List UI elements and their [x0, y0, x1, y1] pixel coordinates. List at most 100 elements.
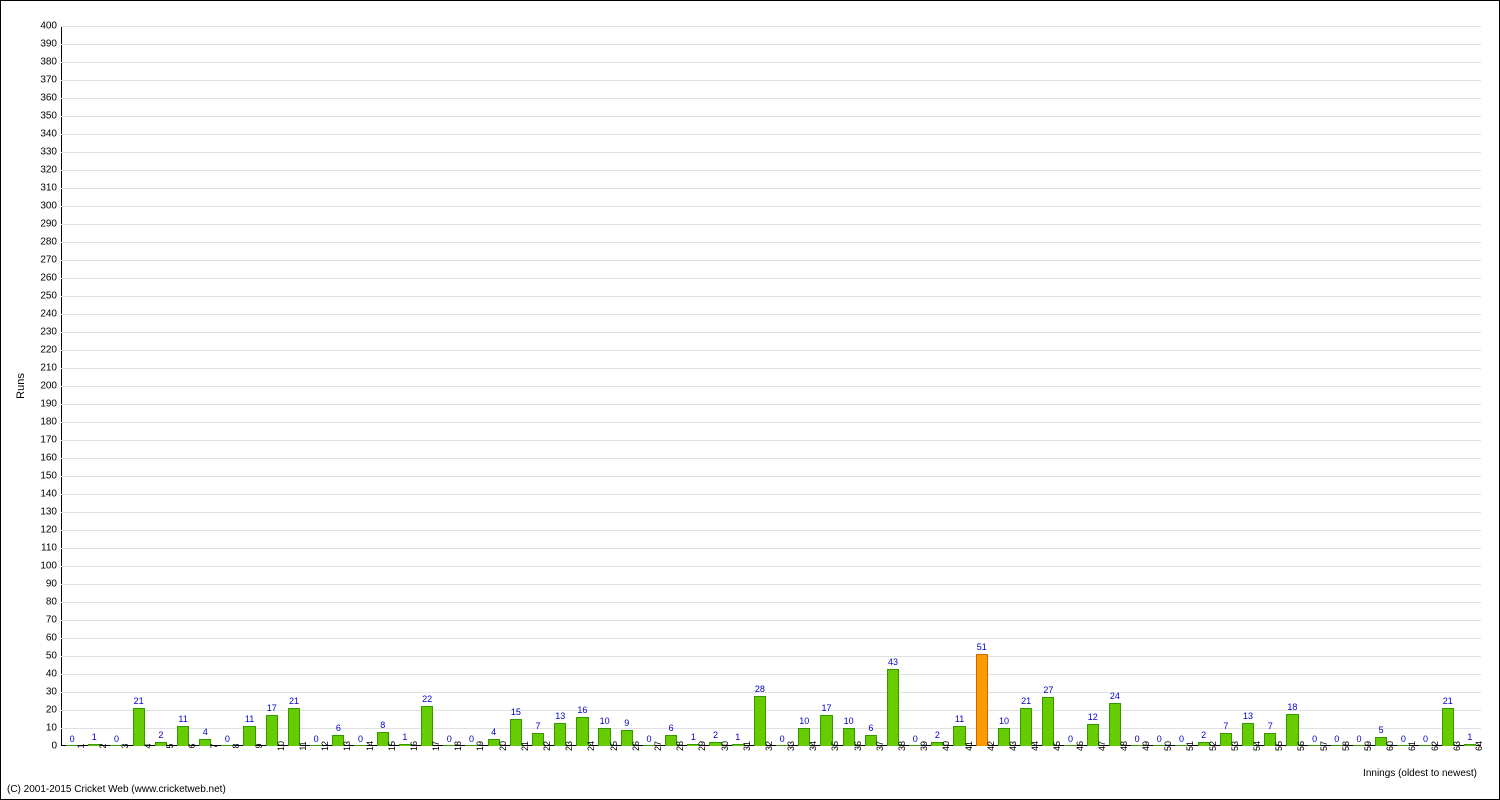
- gridline: [61, 314, 1481, 315]
- y-tick-label: 270: [40, 255, 61, 266]
- gridline: [61, 332, 1481, 333]
- bar-value-label: 10: [999, 716, 1009, 726]
- x-tick-label: 48: [1115, 741, 1129, 751]
- x-tick-label: 27: [649, 741, 663, 751]
- y-tick-label: 220: [40, 345, 61, 356]
- bar-value-label: 6: [868, 723, 873, 733]
- gridline: [61, 368, 1481, 369]
- bar-value-label: 24: [1110, 691, 1120, 701]
- x-tick-label: 5: [161, 743, 175, 748]
- y-tick-label: 70: [46, 615, 61, 626]
- y-axis-title: Runs: [15, 373, 27, 399]
- x-tick-label: 34: [804, 741, 818, 751]
- bar-value-label: 7: [536, 721, 541, 731]
- bar-value-label: 21: [1443, 696, 1453, 706]
- bar-value-label: 18: [1287, 702, 1297, 712]
- y-tick-label: 190: [40, 399, 61, 410]
- x-tick-label: 64: [1470, 741, 1484, 751]
- y-tick-label: 280: [40, 237, 61, 248]
- x-tick-label: 15: [383, 741, 397, 751]
- x-tick-label: 1: [72, 743, 86, 748]
- y-tick-label: 360: [40, 93, 61, 104]
- x-tick-label: 61: [1403, 741, 1417, 751]
- x-tick-label: 26: [627, 741, 641, 751]
- bar-value-label: 13: [555, 711, 565, 721]
- x-tick-label: 63: [1448, 741, 1462, 751]
- bar-value-label: 17: [821, 703, 831, 713]
- bar: [1042, 697, 1054, 746]
- gridline: [61, 206, 1481, 207]
- gridline: [61, 80, 1481, 81]
- y-tick-label: 130: [40, 507, 61, 518]
- gridline: [61, 44, 1481, 45]
- gridline: [61, 188, 1481, 189]
- y-tick-label: 230: [40, 327, 61, 338]
- y-tick-label: 240: [40, 309, 61, 320]
- x-tick-label: 21: [516, 741, 530, 751]
- x-tick-label: 13: [338, 741, 352, 751]
- bar-value-label: 4: [203, 727, 208, 737]
- bar-value-label: 28: [755, 684, 765, 694]
- y-tick-label: 340: [40, 129, 61, 140]
- bar: [1109, 703, 1121, 746]
- bar-value-label: 11: [178, 714, 187, 724]
- gridline: [61, 62, 1481, 63]
- x-tick-label: 43: [1004, 741, 1018, 751]
- gridline: [61, 224, 1481, 225]
- y-tick-label: 150: [40, 471, 61, 482]
- bar-value-label: 22: [422, 694, 432, 704]
- x-tick-label: 47: [1093, 741, 1107, 751]
- x-tick-label: 41: [960, 741, 974, 751]
- x-tick-label: 4: [139, 743, 153, 748]
- x-tick-label: 46: [1071, 741, 1085, 751]
- gridline: [61, 296, 1481, 297]
- gridline: [61, 440, 1481, 441]
- y-tick-label: 210: [40, 363, 61, 374]
- y-tick-label: 60: [46, 633, 61, 644]
- x-tick-label: 37: [871, 741, 885, 751]
- bar-value-label: 11: [955, 714, 964, 724]
- gridline: [61, 26, 1481, 27]
- bar-value-label: 2: [158, 730, 163, 740]
- bar-value-label: 11: [245, 714, 254, 724]
- chart-container: 0102030405060708090100110120130140150160…: [0, 0, 1500, 800]
- y-tick-label: 200: [40, 381, 61, 392]
- x-tick-label: 55: [1270, 741, 1284, 751]
- x-tick-label: 56: [1292, 741, 1306, 751]
- gridline: [61, 566, 1481, 567]
- bar: [754, 696, 766, 746]
- x-tick-label: 29: [693, 741, 707, 751]
- bar-value-label: 5: [1379, 725, 1384, 735]
- x-axis-title: Innings (oldest to newest): [1363, 768, 1477, 779]
- x-tick-label: 23: [560, 741, 574, 751]
- bar-value-label: 4: [491, 727, 496, 737]
- bar-value-label: 21: [289, 696, 299, 706]
- x-tick-label: 32: [760, 741, 774, 751]
- y-tick-label: 260: [40, 273, 61, 284]
- x-tick-label: 38: [893, 741, 907, 751]
- x-tick-label: 44: [1026, 741, 1040, 751]
- x-tick-label: 24: [582, 741, 596, 751]
- y-tick-label: 160: [40, 453, 61, 464]
- x-tick-label: 22: [538, 741, 552, 751]
- y-tick-label: 290: [40, 219, 61, 230]
- bar-value-label: 10: [844, 716, 854, 726]
- y-tick-label: 140: [40, 489, 61, 500]
- bar-value-label: 21: [134, 696, 144, 706]
- y-tick-label: 100: [40, 561, 61, 572]
- bar-value-label: 6: [669, 723, 674, 733]
- x-tick-label: 10: [272, 741, 286, 751]
- y-tick-label: 10: [46, 723, 61, 734]
- x-tick-label: 33: [782, 741, 796, 751]
- y-tick-label: 350: [40, 111, 61, 122]
- gridline: [61, 134, 1481, 135]
- y-tick-label: 120: [40, 525, 61, 536]
- x-tick-label: 25: [605, 741, 619, 751]
- x-tick-label: 58: [1337, 741, 1351, 751]
- gridline: [61, 656, 1481, 657]
- y-tick-label: 300: [40, 201, 61, 212]
- bar-value-label: 16: [577, 705, 587, 715]
- x-tick-label: 62: [1426, 741, 1440, 751]
- gridline: [61, 584, 1481, 585]
- y-tick-label: 80: [46, 597, 61, 608]
